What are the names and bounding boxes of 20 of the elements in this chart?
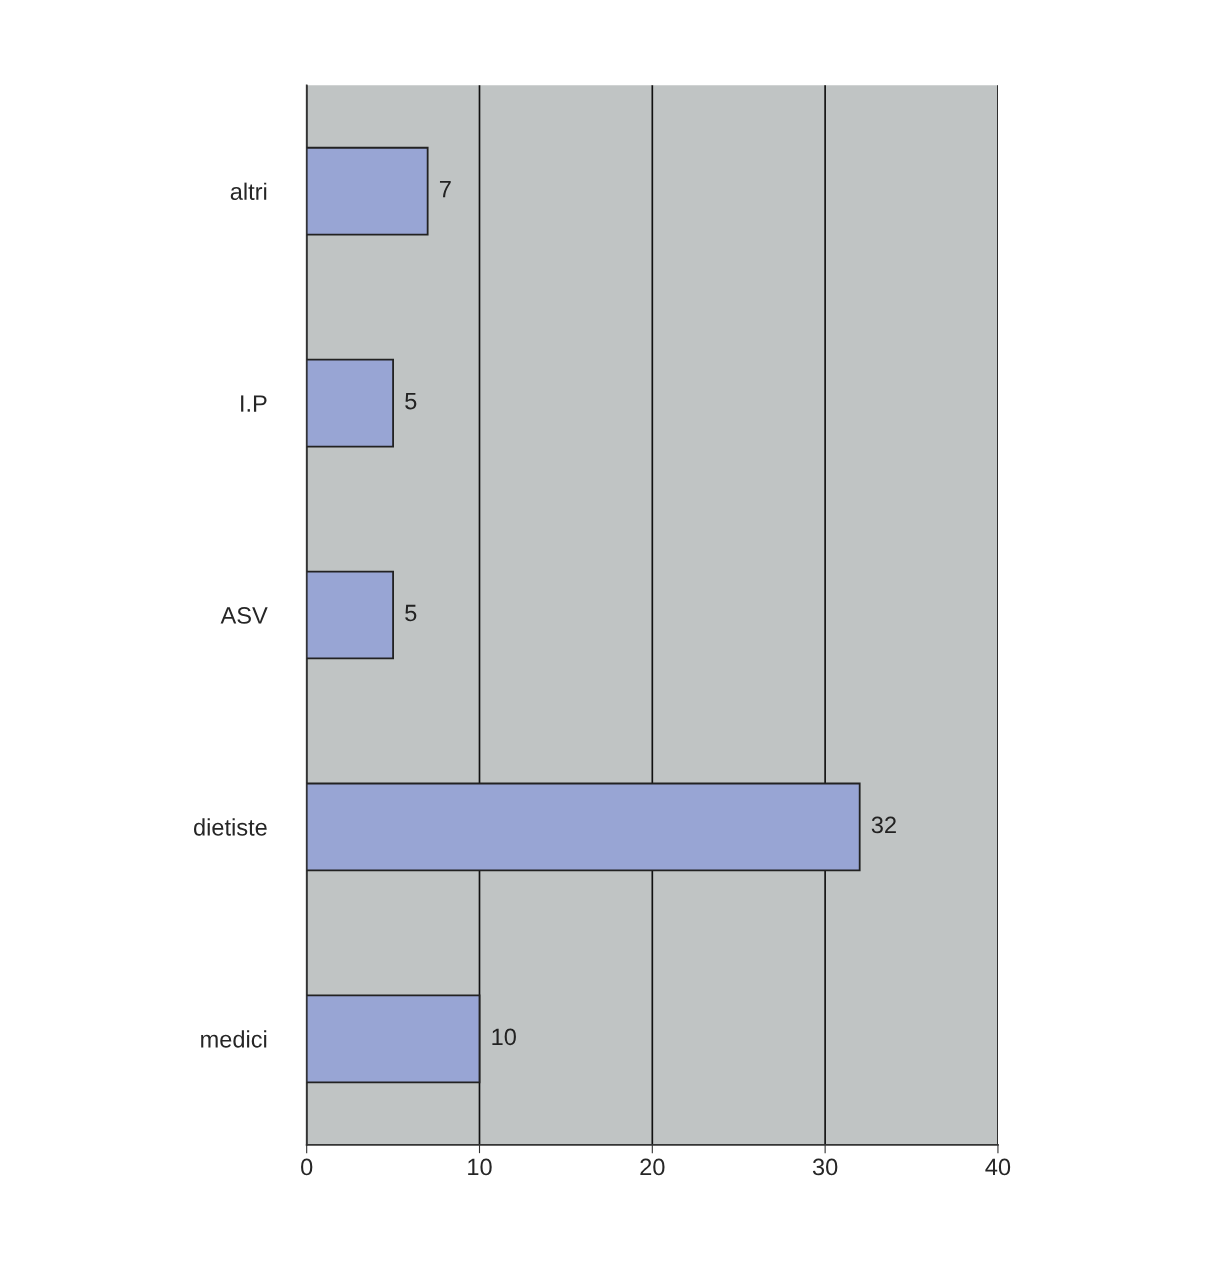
data-label: 5 <box>405 392 417 410</box>
y-tick-label: medici <box>201 1030 267 1048</box>
data-label: 7 <box>439 181 451 198</box>
x-tick-label: 30 <box>812 1158 838 1176</box>
bar <box>306 358 394 448</box>
data-label: 10 <box>492 1028 516 1046</box>
x-tick-label: 40 <box>985 1158 1011 1176</box>
y-tick-label: ASV <box>220 607 268 624</box>
data-label: 5 <box>405 604 417 622</box>
y-tick-label: altri <box>230 182 267 200</box>
bar <box>306 994 481 1084</box>
x-tick-label: 10 <box>468 1158 492 1176</box>
bar <box>306 570 394 660</box>
y-tick-label: I.P <box>241 395 267 412</box>
x-tick-label: 20 <box>640 1158 665 1176</box>
data-label: 32 <box>871 816 896 834</box>
bar <box>306 782 861 872</box>
y-tick-label: dietiste <box>193 818 267 836</box>
x-tick-label: 0 <box>301 1158 313 1176</box>
bar <box>306 146 429 236</box>
